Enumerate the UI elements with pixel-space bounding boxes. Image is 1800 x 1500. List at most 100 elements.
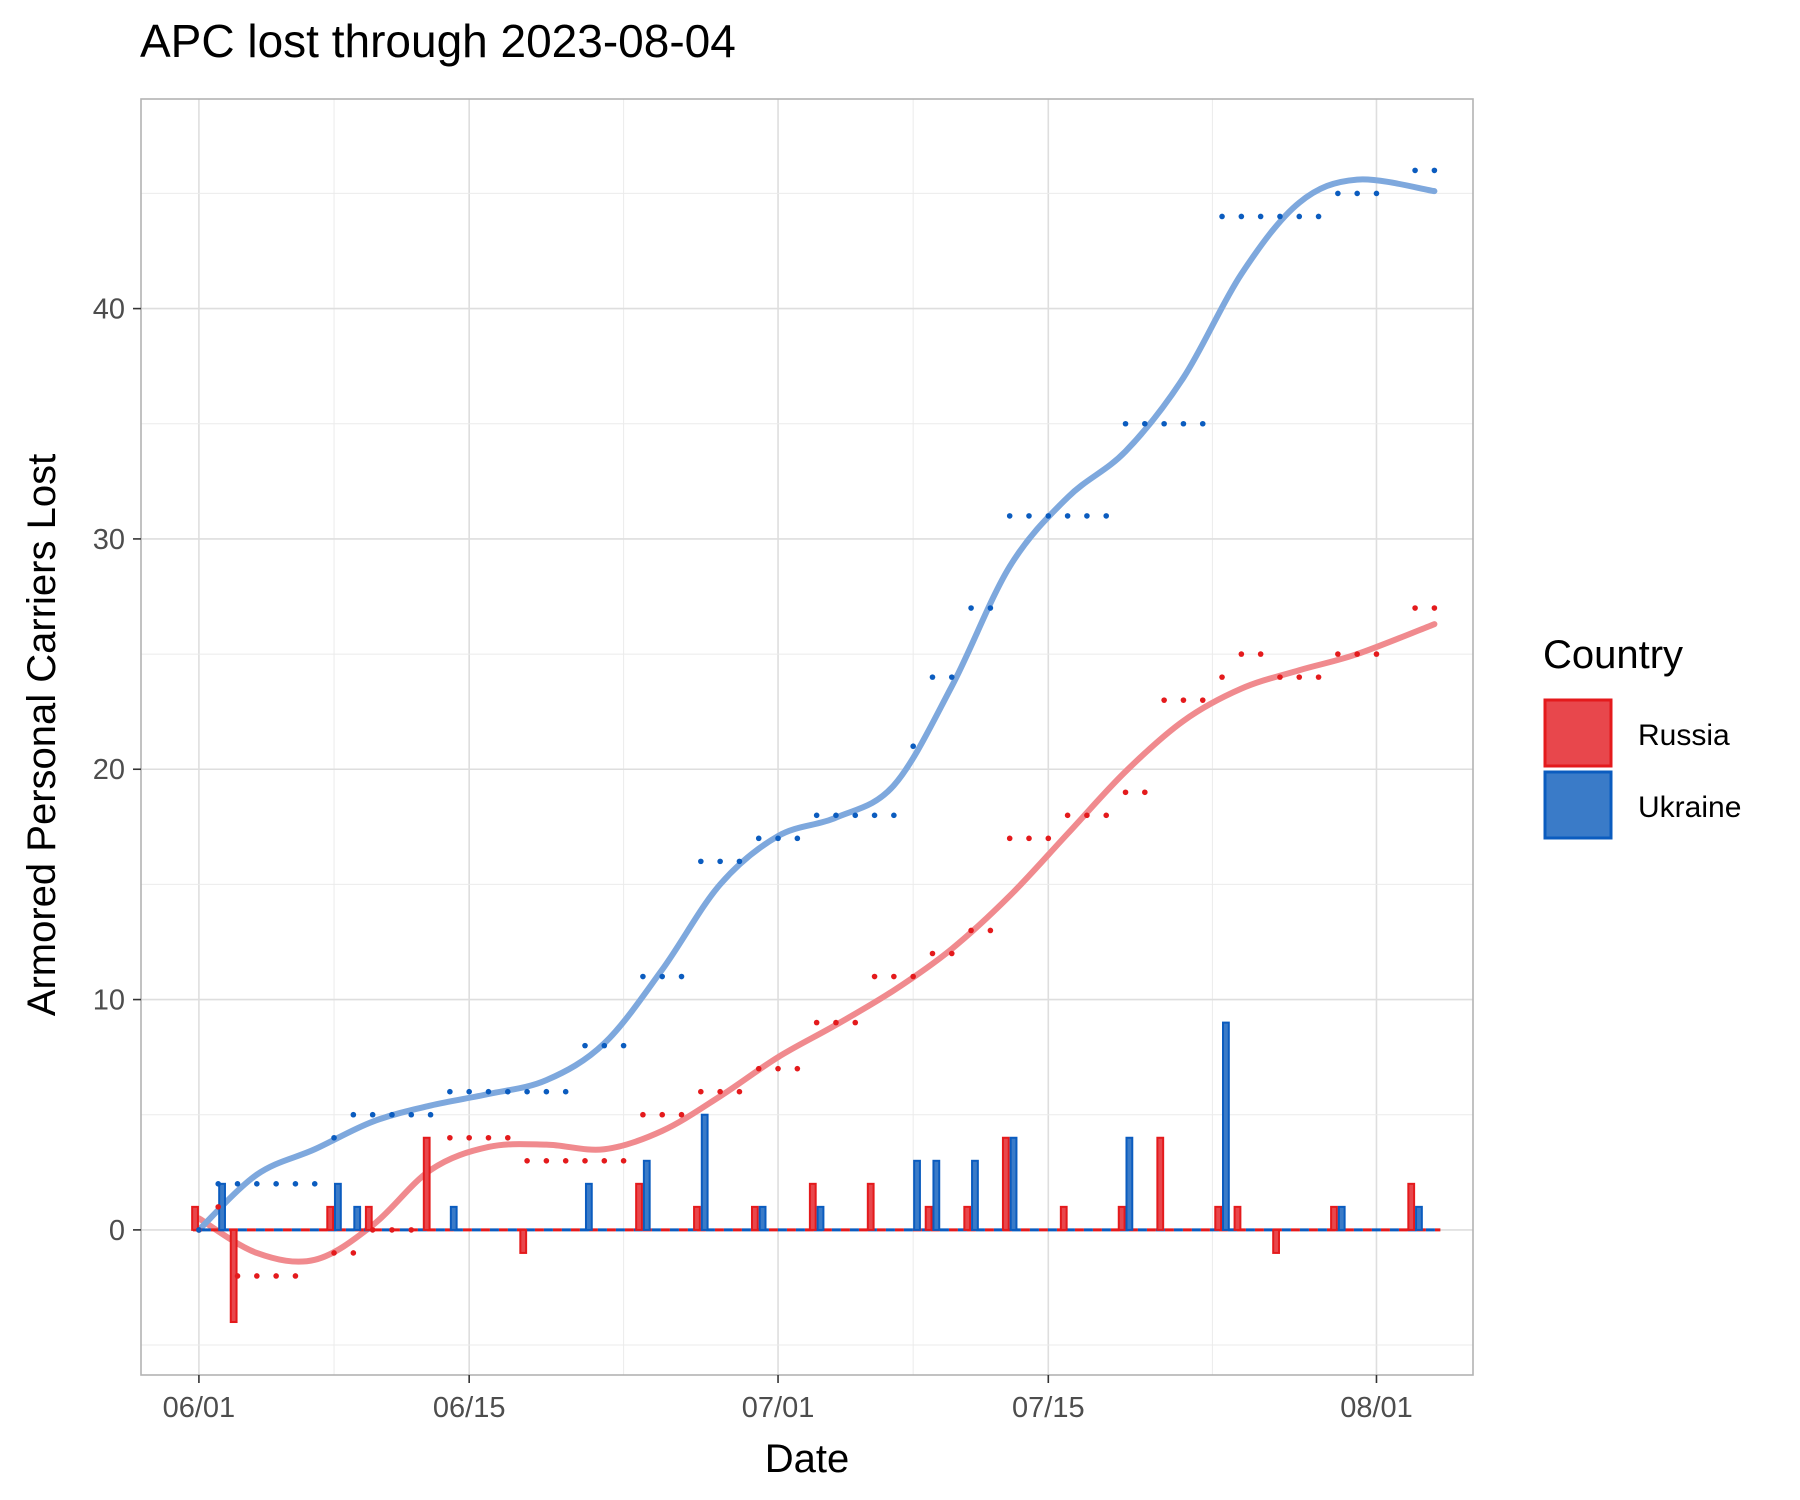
daily-bar-ukraine bbox=[1415, 1205, 1423, 1231]
cumulative-point-russia bbox=[273, 1273, 279, 1279]
cumulative-point-russia bbox=[640, 1111, 646, 1118]
y-axis-title: Armored Personal Carriers Lost bbox=[20, 454, 64, 1016]
cumulative-point-russia bbox=[852, 1019, 859, 1026]
cumulative-point-ukraine bbox=[948, 674, 955, 680]
cumulative-point-russia bbox=[813, 1019, 820, 1026]
daily-bar-russia bbox=[364, 1205, 373, 1231]
x-tick-label: 06/15 bbox=[433, 1392, 506, 1424]
axes: 06/01 06/15 07/01 07/15 08/01 0 10 20 30 40 bbox=[93, 294, 1413, 1424]
cumulative-point-russia bbox=[292, 1273, 299, 1279]
cumulative-point-ukraine bbox=[1064, 513, 1071, 519]
cumulative-point-ukraine bbox=[813, 812, 820, 819]
cumulative-point-russia bbox=[775, 1065, 781, 1072]
cumulative-point-russia bbox=[948, 950, 955, 957]
cumulative-point-russia bbox=[1257, 651, 1264, 657]
daily-bar-ukraine bbox=[758, 1205, 767, 1231]
cumulative-point-ukraine bbox=[698, 858, 704, 865]
cumulative-point-russia bbox=[910, 973, 916, 980]
cumulative-point-ukraine bbox=[1122, 420, 1129, 427]
cumulative-point-russia bbox=[1103, 812, 1110, 819]
cumulative-point-russia bbox=[987, 927, 994, 934]
daily-bar-russia bbox=[808, 1182, 817, 1231]
daily-bar-ukraine bbox=[700, 1113, 709, 1231]
legend: Country Russia Ukraine bbox=[1543, 633, 1741, 840]
cumulative-point-ukraine bbox=[485, 1088, 492, 1095]
cumulative-point-russia bbox=[794, 1065, 801, 1072]
cumulative-point-russia bbox=[1026, 835, 1032, 842]
legend-swatch-ukraine bbox=[1543, 770, 1613, 840]
daily-bar-russia bbox=[326, 1205, 335, 1231]
cumulative-point-ukraine bbox=[254, 1181, 260, 1187]
cumulative-point-russia bbox=[504, 1134, 511, 1141]
cumulative-point-ukraine bbox=[350, 1111, 357, 1118]
y-tick-label: 30 bbox=[93, 524, 125, 556]
legend-item-ukraine: Ukraine bbox=[1543, 770, 1741, 840]
cumulative-point-ukraine bbox=[1084, 513, 1090, 519]
cumulative-point-ukraine bbox=[1006, 513, 1013, 519]
x-tick-label: 07/01 bbox=[742, 1392, 815, 1424]
daily-bar-russia bbox=[1330, 1205, 1338, 1231]
cumulative-point-ukraine bbox=[755, 835, 762, 842]
cumulative-point-russia bbox=[717, 1088, 723, 1095]
daily-bar-russia bbox=[1059, 1205, 1068, 1231]
cumulative-point-russia bbox=[1431, 605, 1438, 611]
cumulative-point-ukraine bbox=[659, 973, 666, 980]
cumulative-point-ukraine bbox=[1296, 213, 1303, 220]
cumulative-point-russia bbox=[369, 1227, 376, 1233]
cumulative-point-russia bbox=[1219, 674, 1225, 680]
daily-bar-russia bbox=[924, 1205, 933, 1231]
trend-lines bbox=[195, 176, 1438, 1265]
trend-line-russia bbox=[195, 621, 1438, 1265]
y-tick-label: 40 bbox=[93, 294, 125, 326]
cumulative-point-ukraine bbox=[1219, 213, 1225, 220]
cumulative-point-ukraine bbox=[1373, 190, 1380, 197]
daily-bar-russia bbox=[1117, 1205, 1126, 1231]
cumulative-point-ukraine bbox=[1103, 513, 1110, 519]
cumulative-point-russia bbox=[1199, 697, 1206, 703]
cumulative-point-ukraine bbox=[910, 743, 916, 750]
cumulative-point-russia bbox=[331, 1250, 337, 1256]
cumulative-point-russia bbox=[582, 1157, 588, 1164]
y-tick-label: 20 bbox=[93, 754, 125, 786]
cumulative-point-ukraine bbox=[1315, 213, 1322, 220]
cumulative-point-ukraine bbox=[562, 1088, 569, 1095]
daily-bar-ukraine bbox=[1337, 1205, 1346, 1231]
grid-lines bbox=[141, 99, 1473, 1375]
cumulative-point-ukraine bbox=[1199, 420, 1206, 427]
cumulative-point-ukraine bbox=[987, 605, 994, 611]
cumulative-point-russia bbox=[466, 1134, 472, 1141]
cumulative-point-ukraine bbox=[871, 812, 878, 819]
cumulative-point-ukraine bbox=[717, 858, 723, 865]
daily-bar-ukraine bbox=[353, 1205, 362, 1231]
daily-bar-russia bbox=[1001, 1136, 1010, 1231]
cumulative-point-ukraine bbox=[640, 973, 646, 980]
cumulative-point-russia bbox=[1045, 835, 1052, 842]
cumulative-point-ukraine bbox=[234, 1181, 241, 1187]
x-tick-label: 07/15 bbox=[1012, 1392, 1085, 1424]
cumulative-dots bbox=[196, 167, 1438, 1279]
cumulative-point-ukraine bbox=[968, 605, 974, 611]
cumulative-point-russia bbox=[1277, 674, 1283, 680]
cumulative-point-ukraine bbox=[678, 973, 685, 980]
cumulative-point-ukraine bbox=[1277, 213, 1283, 220]
daily-bar-russia bbox=[1156, 1136, 1165, 1231]
cumulative-point-ukraine bbox=[1180, 420, 1187, 427]
chart-title: APC lost through 2023-08-04 bbox=[140, 15, 736, 67]
daily-bar-russia bbox=[750, 1205, 759, 1231]
cumulative-point-russia bbox=[620, 1157, 627, 1164]
cumulative-point-russia bbox=[1412, 605, 1418, 611]
cumulative-point-russia bbox=[736, 1088, 743, 1095]
cumulative-point-russia bbox=[447, 1134, 453, 1141]
cumulative-point-russia bbox=[1161, 697, 1167, 703]
cumulative-point-russia bbox=[678, 1111, 685, 1118]
cumulative-point-russia bbox=[891, 973, 897, 980]
trend-line-ukraine bbox=[195, 176, 1438, 1233]
cumulative-point-ukraine bbox=[1026, 513, 1032, 519]
cumulative-point-ukraine bbox=[427, 1111, 434, 1118]
cumulative-point-russia bbox=[408, 1227, 415, 1233]
cumulative-point-russia bbox=[1006, 835, 1013, 842]
cumulative-point-russia bbox=[1180, 697, 1187, 703]
cumulative-point-ukraine bbox=[1045, 513, 1052, 519]
daily-bar-russia bbox=[1233, 1205, 1242, 1231]
cumulative-point-russia bbox=[1315, 674, 1322, 680]
